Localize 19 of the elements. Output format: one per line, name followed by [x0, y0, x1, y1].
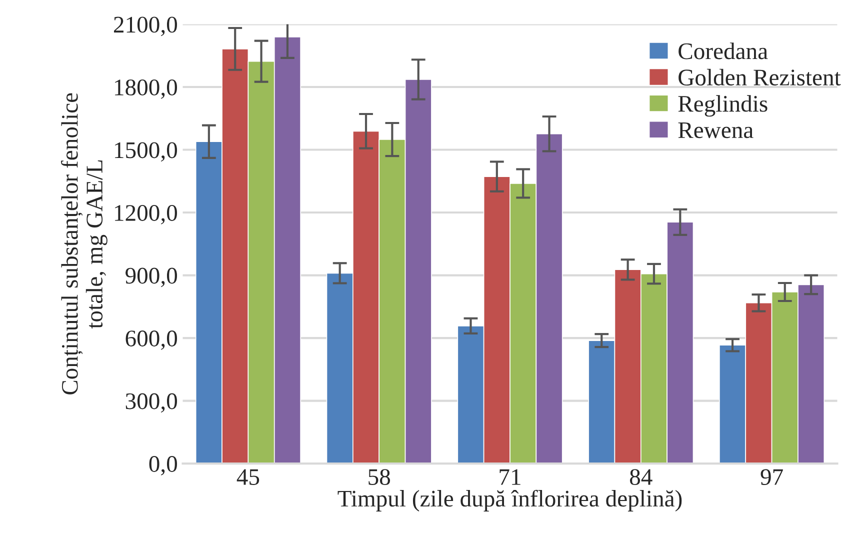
x-axis-title: Timpul (zile după înflorirea deplină)	[338, 490, 682, 512]
legend-label: Golden Rezistent	[678, 68, 841, 86]
x-tick-label: 71	[500, 469, 520, 485]
y-tick-label: 900,0	[126, 268, 177, 288]
y-axis-title: Conținutul substanțelor fenolice totale, mg GAE/L	[60, 93, 108, 394]
x-tick-label: 58	[368, 469, 390, 486]
legend-label: Rewena	[678, 122, 754, 138]
y-tick-label: 300,0	[126, 393, 177, 413]
legend-label: Coredana	[678, 42, 768, 60]
y-tick-label: 600,0	[126, 330, 177, 350]
y-tick-label: 1800,0	[115, 80, 177, 99]
x-tick-label: 45	[236, 469, 260, 486]
y-tick-label: 2100,0	[114, 16, 177, 36]
y-tick-label: 1500,0	[115, 142, 177, 162]
y-tick-label: 1200,0	[115, 205, 177, 224]
x-tick-label: 97	[760, 469, 783, 486]
y-tick-label: 0,0	[149, 456, 177, 476]
legend-label: Reglindis	[678, 95, 768, 117]
x-tick-label: 84	[630, 469, 652, 486]
